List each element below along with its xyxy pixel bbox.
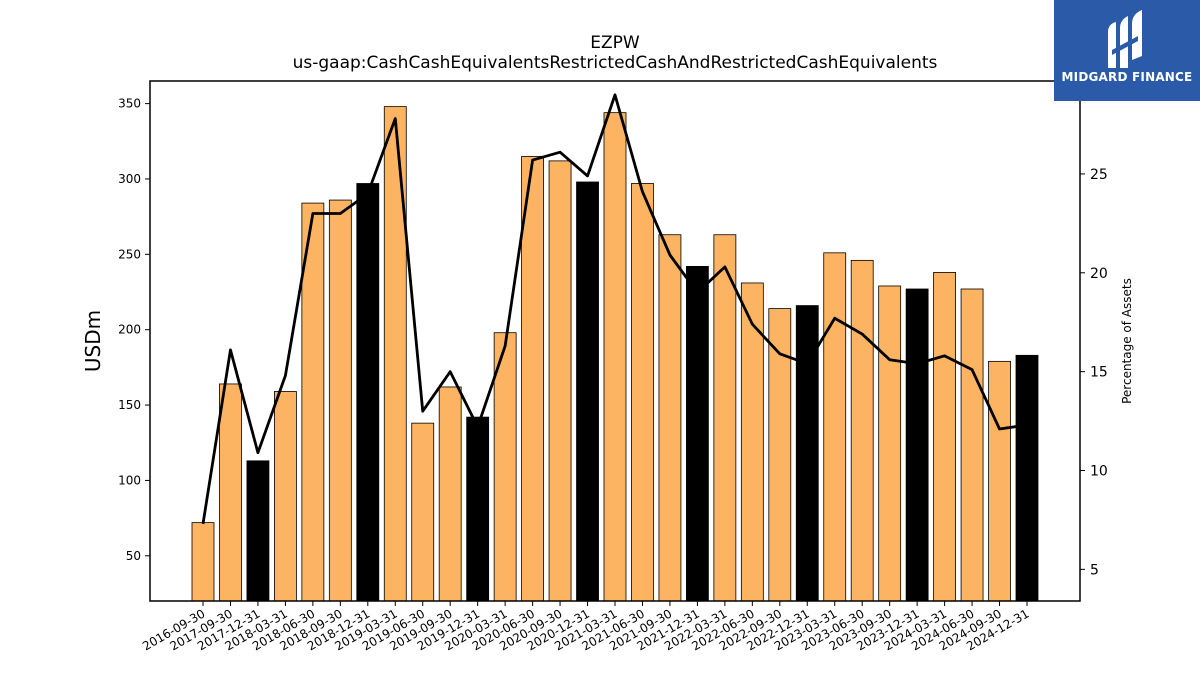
y-axis-label: USDm <box>81 310 105 372</box>
y-tick-label: 150 <box>118 398 141 412</box>
bar-2024-06-30 <box>960 288 984 602</box>
y-tick-label: 50 <box>126 549 141 563</box>
y-tick-label: 250 <box>118 247 141 261</box>
chart-subtitle: us-gaap:CashCashEquivalentsRestrictedCas… <box>293 53 938 73</box>
bar-2019-09-30 <box>438 386 462 602</box>
bar-2019-03-31 <box>383 106 407 602</box>
bar-2024-09-30 <box>988 360 1011 602</box>
bar-2020-06-30 <box>521 155 544 602</box>
bar-2024-03-31 <box>933 272 956 602</box>
bar-2017-12-31 <box>246 460 270 602</box>
chart-title: EZPW <box>590 33 640 53</box>
bar-2023-06-30 <box>850 259 874 602</box>
bar-2018-12-31 <box>356 183 380 602</box>
y-tick-label: 100 <box>118 473 141 487</box>
x-axis: 2016-09-302017-09-302017-12-312018-03-31… <box>140 601 1032 653</box>
bar-2021-06-30 <box>631 183 654 602</box>
bar-2021-03-31 <box>603 112 627 602</box>
bar-2023-09-30 <box>878 285 902 602</box>
bar-2021-12-31 <box>686 265 709 602</box>
line-group <box>201 93 1028 525</box>
bar-2020-09-30 <box>548 160 572 602</box>
y-right-tick-label: 5 <box>1090 562 1099 578</box>
y-axis-left: 50 100 150 200 250 300 350 <box>118 97 150 563</box>
brand-logo: MIDGARD FINANCE <box>1054 0 1200 101</box>
logo-text: MIDGARD FINANCE <box>1061 70 1193 84</box>
y-right-tick-label: 20 <box>1090 266 1108 282</box>
y-right-tick-label: 15 <box>1090 365 1108 381</box>
bar-2016-09-30 <box>191 522 215 602</box>
logo-mark-icon <box>1108 10 1142 68</box>
y-tick-label: 300 <box>118 172 141 186</box>
bars-group <box>191 106 1039 602</box>
bar-2017-09-30 <box>219 383 242 602</box>
bar-2023-12-31 <box>905 288 929 602</box>
y-axis-right-label: Percentage of Assets <box>1120 278 1134 404</box>
y-tick-label: 200 <box>118 323 141 337</box>
bar-2021-09-30 <box>658 234 682 602</box>
bar-2018-03-31 <box>273 391 297 602</box>
y-right-tick-label: 10 <box>1090 464 1108 480</box>
bar-2018-09-30 <box>328 199 352 602</box>
bar-2023-03-31 <box>823 252 847 602</box>
bar-2022-03-31 <box>713 234 737 602</box>
bar-2020-12-31 <box>576 181 599 602</box>
bar-2019-06-30 <box>411 422 435 602</box>
y-tick-label: 350 <box>118 97 141 111</box>
y-right-tick-label: 25 <box>1090 167 1108 183</box>
bar-2019-12-31 <box>466 416 490 602</box>
bar-2024-12-31 <box>1015 354 1039 602</box>
y-axis-right: 5 10 15 20 25 <box>1080 167 1108 578</box>
percentage-line <box>201 93 1028 525</box>
